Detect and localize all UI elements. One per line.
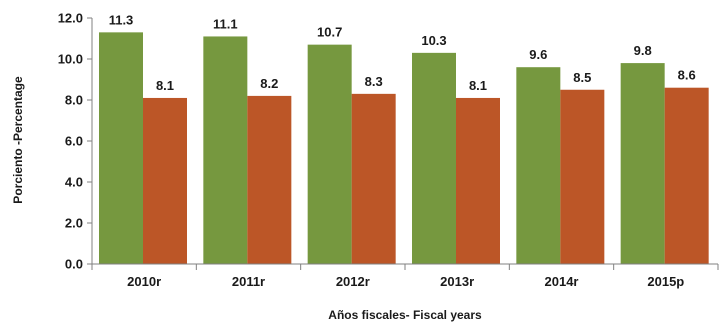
data-label: 11.1	[213, 16, 238, 31]
x-tick-label: 2011r	[232, 274, 265, 289]
y-tick-label: 0.0	[65, 257, 83, 272]
bar-series-2	[143, 97, 187, 264]
data-label: 9.6	[529, 47, 547, 62]
bar-series-1	[99, 32, 143, 264]
x-ticks-group: 2010r 2011r 2012r 2013r 2014r 2015p	[91, 264, 719, 289]
bar-series-1	[203, 36, 248, 265]
data-label: 8.6	[678, 68, 696, 83]
data-label: 9.8	[634, 43, 652, 58]
data-label: 10.7	[317, 25, 342, 40]
x-tick-label: 2013r	[440, 274, 474, 289]
y-tick-label: 8.0	[65, 93, 83, 108]
x-axis-title: Años fiscales- Fiscal years	[328, 308, 482, 322]
data-label: 8.2	[260, 76, 278, 91]
data-labels-group: 11.3 11.1 10.7 10.3 9.6 9.8 8.1 8.2 8.3 8.1 8.5 8.6	[109, 12, 696, 93]
bar-series-1	[516, 67, 561, 264]
data-label: 10.3	[421, 33, 446, 48]
y-tick-label: 2.0	[65, 216, 83, 231]
x-tick-label: 2015p	[647, 274, 684, 289]
data-label: 8.5	[573, 70, 591, 85]
y-axis-title: Porciento -Percentage	[11, 76, 25, 204]
y-ticks-group: 0.0 2.0 4.0 6.0 8.0 10.0 12.0	[58, 11, 92, 272]
bar-series-1	[620, 63, 665, 264]
bar-series-2	[664, 87, 709, 264]
x-tick-label: 2012r	[336, 274, 370, 289]
bar-series-2	[247, 95, 292, 265]
bar-series-1	[412, 52, 456, 264]
data-label: 8.1	[469, 78, 487, 93]
y-tick-label: 4.0	[65, 175, 83, 190]
data-label: 11.3	[109, 12, 134, 27]
bars-group	[99, 32, 709, 265]
y-tick-label: 12.0	[58, 11, 83, 26]
data-label: 8.1	[156, 78, 174, 93]
bar-series-1	[307, 44, 352, 265]
data-label: 8.3	[365, 74, 383, 89]
bar-series-2	[351, 93, 396, 264]
y-tick-label: 6.0	[65, 134, 83, 149]
bar-series-2	[560, 89, 605, 264]
x-tick-label: 2014r	[545, 274, 579, 289]
bar-series-2	[456, 97, 500, 264]
y-tick-label: 10.0	[58, 52, 83, 67]
x-tick-label: 2010r	[127, 274, 161, 289]
